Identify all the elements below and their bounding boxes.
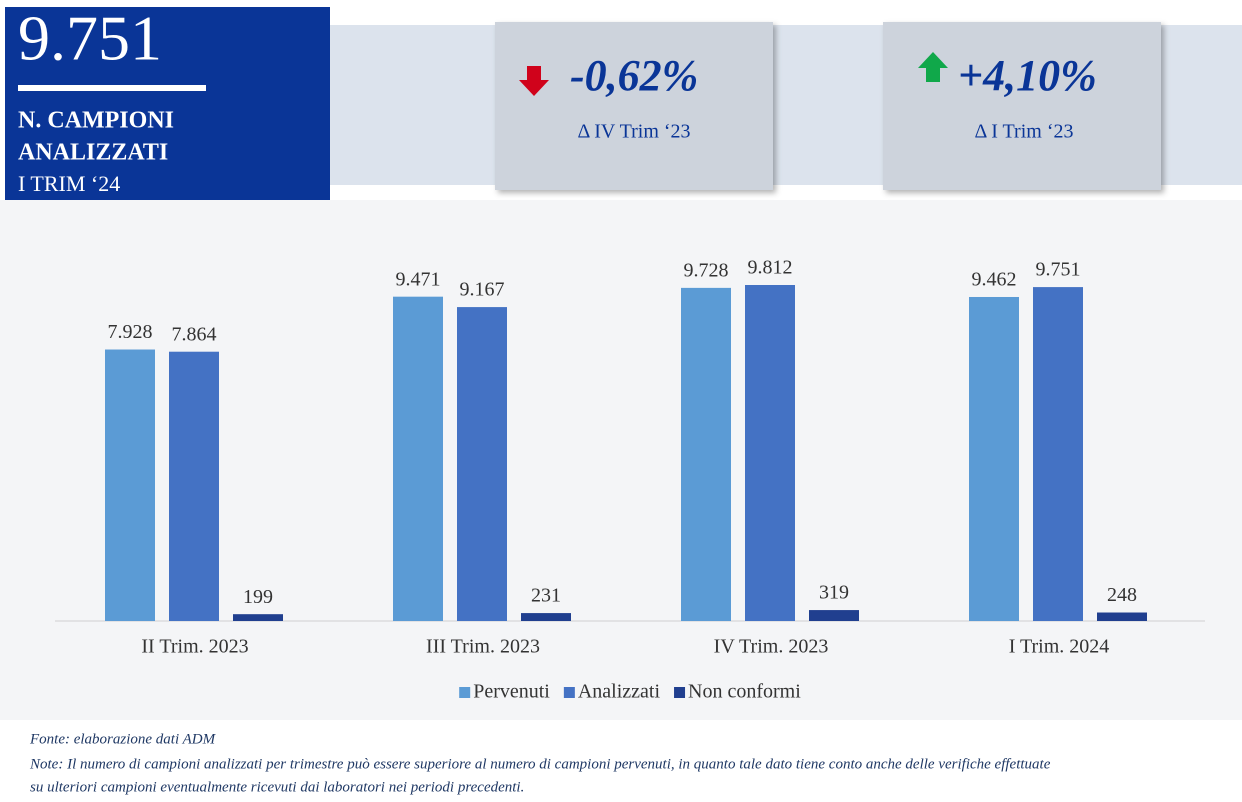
- legend-label: Pervenuti: [473, 681, 550, 703]
- bar: [745, 285, 795, 621]
- source-note: Fonte: elaborazione dati ADM: [29, 731, 217, 747]
- x-tick-label: I Trim. 2024: [1009, 636, 1110, 658]
- bar: [1033, 287, 1083, 621]
- legend-swatch: [674, 687, 686, 698]
- legend-label: Non conformi: [688, 681, 801, 703]
- bar: [105, 349, 155, 621]
- up-arrow: [918, 52, 948, 82]
- bar: [809, 610, 859, 621]
- bar: [969, 296, 1019, 621]
- x-tick-label: III Trim. 2023: [426, 636, 540, 658]
- kpi-period: I TRIM ‘24: [18, 171, 120, 196]
- down-arrow: [519, 66, 549, 96]
- kpi-card: [495, 22, 773, 190]
- data-label: 231: [531, 585, 561, 607]
- kpi-change: +4,10%: [958, 51, 1097, 100]
- data-label: 9.728: [684, 259, 729, 281]
- bar: [521, 613, 571, 621]
- kpi-card: [883, 22, 1161, 190]
- kpi-box: [5, 7, 330, 200]
- kpi-reference: Δ IV Trim ‘23: [577, 121, 690, 143]
- bar: [681, 287, 731, 621]
- bar: [457, 307, 507, 621]
- data-label: 9.751: [1036, 259, 1081, 281]
- note: su ulteriori campioni eventualmente rice…: [30, 779, 524, 795]
- bar: [169, 351, 219, 621]
- kpi-value: 9.751: [18, 3, 162, 74]
- data-label: 9.167: [460, 279, 505, 301]
- kpi-change: -0,62%: [570, 51, 698, 100]
- data-label: 319: [819, 582, 849, 604]
- data-label: 7.928: [108, 321, 153, 343]
- legend: Pervenuti Analizzati Non conformi: [459, 681, 801, 703]
- kpi-underline: [18, 85, 206, 91]
- x-tick-label: II Trim. 2023: [141, 636, 248, 658]
- data-label: 9.471: [396, 268, 441, 290]
- bar: [393, 296, 443, 621]
- data-label: 9.812: [748, 257, 793, 279]
- data-label: 9.462: [972, 269, 1017, 291]
- data-label: 248: [1107, 584, 1137, 606]
- legend-swatch: [563, 687, 575, 698]
- legend-swatch: [459, 687, 471, 698]
- note: Note: Il numero di campioni analizzati p…: [29, 756, 1051, 772]
- x-tick-label: IV Trim. 2023: [714, 636, 829, 658]
- kpi-label: ANALIZZATI: [18, 140, 168, 166]
- data-label: 199: [243, 586, 273, 608]
- bar: [1097, 612, 1147, 621]
- legend-label: Analizzati: [578, 681, 661, 703]
- bar: [233, 614, 283, 621]
- kpi-reference: Δ I Trim ‘23: [974, 121, 1073, 143]
- data-label: 7.864: [172, 323, 217, 345]
- kpi-label: N. CAMPIONI: [18, 108, 174, 134]
